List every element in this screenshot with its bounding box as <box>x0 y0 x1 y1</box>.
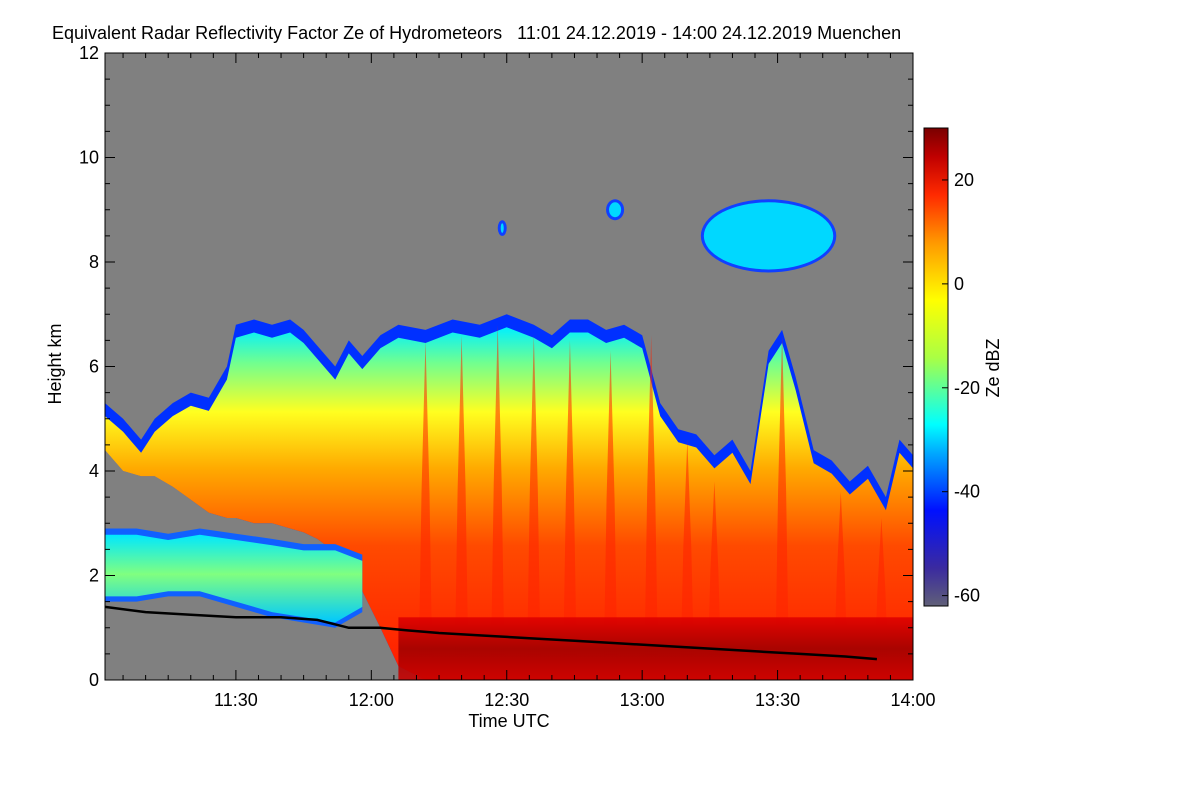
y-tick-label: 10 <box>79 148 99 168</box>
y-tick-label: 4 <box>89 461 99 481</box>
x-tick-label: 12:00 <box>349 690 394 710</box>
x-tick-label: 14:00 <box>890 690 935 710</box>
boundary-line <box>105 605 878 661</box>
cirrus-core <box>703 202 834 270</box>
colorbar-label: Ze dBZ <box>983 338 1003 397</box>
x-tick-label: 13:30 <box>755 690 800 710</box>
y-tick-label: 8 <box>89 252 99 272</box>
colorbar-ticks: 20 0 -20 -40 -60 <box>942 170 980 606</box>
chart-title: Equivalent Radar Reflectivity Factor Ze … <box>52 23 901 43</box>
colorbar-tick-label: 0 <box>954 274 964 294</box>
x-tick-label: 11:30 <box>214 690 258 710</box>
low cloud <box>105 534 363 623</box>
colorbar-tick-label: -20 <box>954 378 980 398</box>
colorbar-tick-label: -60 <box>954 586 980 606</box>
fall-streak <box>454 335 469 680</box>
reflectivity-field <box>105 199 913 680</box>
y-tick-label: 0 <box>89 670 99 690</box>
fall-streak <box>418 340 433 680</box>
fall-streak <box>562 340 577 680</box>
x-axis-label: Time UTC <box>468 711 549 731</box>
axes: 11:30 12:00 12:30 13:00 13:30 14:00 0 2 4 6 8 10 12 <box>79 43 936 710</box>
fall-streak <box>644 335 659 680</box>
colorbar <box>923 127 949 607</box>
fall-streak <box>490 324 505 680</box>
y-tick-label: 2 <box>89 566 99 586</box>
x-tick-label: 13:00 <box>620 690 665 710</box>
y-tick-label: 12 <box>79 43 99 63</box>
cirrus-fleck-core <box>500 223 504 233</box>
cirrus-fleck-core <box>609 202 622 218</box>
colorbar-tick-label: -40 <box>954 482 980 502</box>
fall-streak <box>526 335 541 680</box>
colorbar-tick-label: 20 <box>954 170 974 190</box>
fall-streak <box>775 335 790 680</box>
y-tick-label: 6 <box>89 357 99 377</box>
fall-streak <box>603 350 618 680</box>
x-tick-label: 12:30 <box>484 690 529 710</box>
bright band <box>398 617 913 680</box>
y-axis-label: Height km <box>45 323 65 404</box>
